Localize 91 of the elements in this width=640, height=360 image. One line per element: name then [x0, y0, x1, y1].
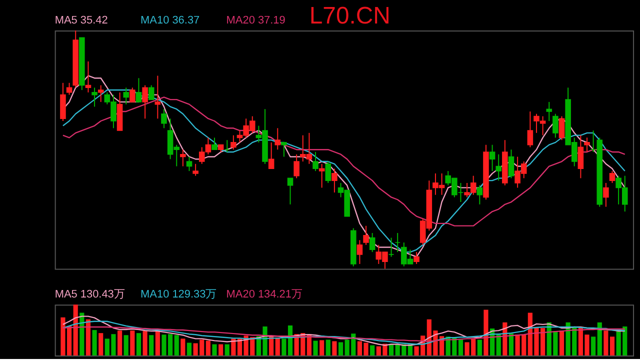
candlestick	[85, 60, 92, 93]
bar	[282, 338, 286, 356]
bar	[458, 340, 464, 356]
bar	[224, 344, 230, 356]
bar	[610, 336, 615, 356]
bar	[508, 334, 514, 356]
candlestick	[154, 75, 161, 120]
bar	[313, 340, 318, 356]
bar	[155, 330, 160, 356]
candlestick	[578, 134, 584, 179]
bar	[604, 330, 608, 356]
bar	[477, 340, 482, 356]
candlestick	[142, 84, 148, 120]
bar	[86, 319, 91, 356]
candlestick	[92, 87, 98, 108]
candlestick	[230, 134, 236, 150]
candlestick	[281, 142, 287, 158]
text: MA10 129.33万	[140, 288, 217, 301]
bar	[174, 335, 179, 356]
bar	[559, 330, 564, 356]
candlestick	[192, 163, 198, 176]
candlestick	[318, 163, 325, 188]
candlestick	[98, 84, 104, 102]
bar	[370, 345, 375, 356]
candlestick	[268, 142, 274, 170]
candlestick	[552, 113, 558, 138]
bar	[142, 331, 148, 356]
candlestick	[394, 232, 400, 253]
candlestick	[609, 170, 616, 184]
bar	[597, 322, 602, 356]
bar	[332, 341, 337, 356]
bar	[92, 330, 97, 356]
candlestick	[363, 225, 369, 246]
bar	[326, 340, 330, 356]
bar	[136, 333, 142, 356]
candlestick	[312, 151, 318, 172]
candlestick	[388, 237, 394, 258]
candlestick	[287, 178, 294, 205]
candlestick	[584, 137, 590, 152]
candlestick	[66, 82, 72, 96]
candlestick	[123, 87, 129, 105]
candlestick	[274, 128, 281, 150]
candlestick	[369, 232, 376, 253]
candlestick	[603, 182, 609, 208]
bar	[388, 344, 394, 356]
candlestick	[136, 78, 142, 102]
text: MA20 37.19	[226, 14, 286, 26]
candlestick	[130, 87, 136, 102]
bar	[218, 344, 224, 356]
candlestick	[527, 110, 534, 148]
text: MA10 36.37	[140, 14, 200, 26]
series-label: MA5 130.43万	[54, 288, 125, 301]
candlestick	[186, 156, 192, 172]
candlestick	[546, 101, 552, 122]
bar	[275, 338, 280, 356]
bar	[73, 304, 78, 356]
candlestick	[332, 168, 338, 193]
bar	[231, 338, 236, 356]
bar	[149, 335, 154, 356]
candlestick	[558, 116, 565, 141]
candlestick	[60, 82, 66, 122]
candlestick	[161, 108, 167, 129]
bar	[186, 342, 192, 356]
bar	[130, 330, 135, 356]
candlestick	[489, 144, 496, 172]
bar	[124, 335, 128, 356]
candlestick	[180, 149, 186, 167]
bar	[80, 312, 84, 356]
bar	[320, 340, 324, 356]
chart-title: L70.CN	[309, 2, 390, 30]
candlestick	[496, 154, 502, 182]
candlestick	[294, 154, 300, 179]
bar	[180, 338, 186, 356]
candlestick	[148, 84, 154, 100]
bar	[338, 342, 344, 356]
text: MA5 35.42	[54, 14, 108, 26]
bar	[591, 336, 596, 356]
bar	[206, 340, 210, 356]
candlestick	[224, 140, 230, 152]
candlestick	[414, 252, 420, 264]
candlestick	[212, 137, 218, 150]
candlestick	[476, 184, 483, 205]
text: MA20 134.21万	[226, 288, 302, 301]
candlestick	[356, 240, 363, 264]
bar	[212, 344, 217, 356]
bar	[484, 310, 488, 356]
candlestick	[325, 161, 332, 184]
bar	[496, 334, 501, 356]
bar	[118, 330, 122, 356]
bar	[98, 333, 104, 356]
candlestick	[508, 149, 514, 179]
